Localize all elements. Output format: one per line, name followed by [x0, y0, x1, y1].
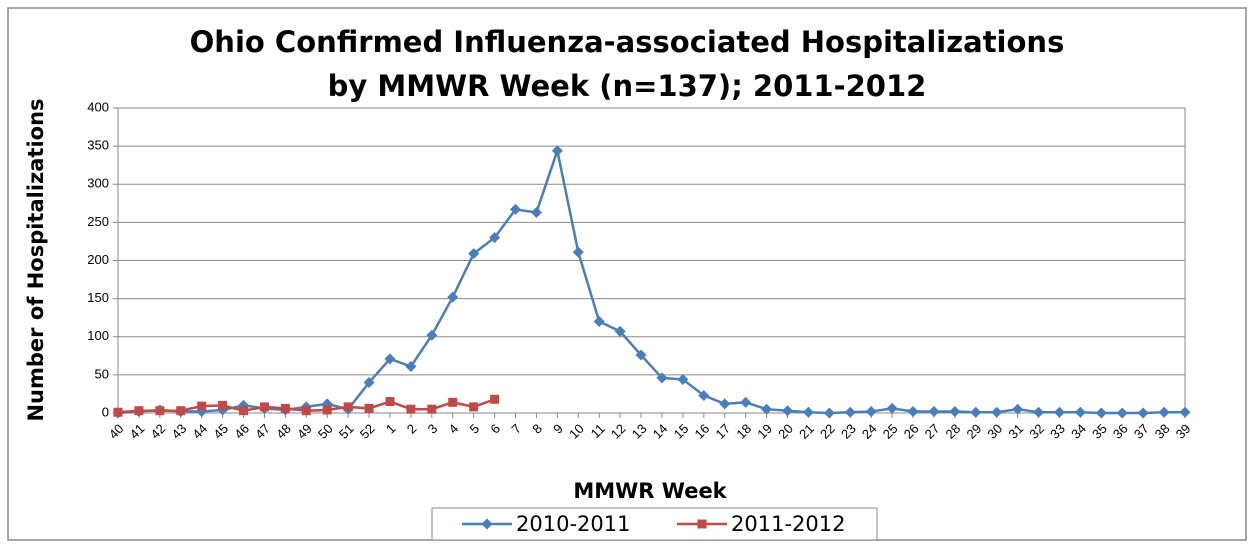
- y-tick-label: 300: [87, 176, 109, 191]
- data-point: [113, 407, 123, 417]
- data-point: [886, 402, 898, 414]
- data-point: [656, 372, 668, 384]
- y-tick-label: 350: [87, 138, 109, 153]
- data-point: [698, 389, 710, 401]
- data-point: [427, 404, 437, 414]
- data-point: [823, 407, 835, 419]
- y-tick-label: 400: [87, 99, 109, 114]
- legend-marker: [481, 518, 493, 530]
- data-point: [949, 405, 961, 417]
- data-point: [1116, 407, 1128, 419]
- legend-marker: [697, 519, 707, 529]
- data-point: [991, 406, 1003, 418]
- data-point: [218, 400, 228, 410]
- y-tick-label: 250: [87, 214, 109, 229]
- data-point: [448, 397, 458, 407]
- data-point: [614, 325, 626, 337]
- data-point: [155, 406, 165, 416]
- data-point: [1179, 406, 1191, 418]
- data-point: [907, 405, 919, 417]
- data-point: [510, 203, 522, 215]
- data-point: [572, 246, 584, 258]
- data-point: [301, 406, 311, 416]
- data-point: [865, 405, 877, 417]
- data-point: [490, 394, 500, 404]
- data-point: [761, 403, 773, 415]
- data-point: [364, 403, 374, 413]
- chart-border: [7, 7, 1247, 541]
- data-point: [134, 406, 144, 416]
- data-point: [343, 402, 353, 412]
- data-point: [259, 402, 269, 412]
- data-point: [197, 401, 207, 411]
- data-point: [802, 406, 814, 418]
- data-point: [551, 145, 563, 157]
- data-point: [385, 397, 395, 407]
- data-point: [1137, 407, 1149, 419]
- data-point: [469, 402, 479, 412]
- y-tick-label: 150: [87, 290, 109, 305]
- data-point: [280, 403, 290, 413]
- data-point: [176, 406, 186, 416]
- data-point: [1012, 403, 1024, 415]
- data-point: [405, 360, 417, 372]
- y-tick-label: 0: [102, 404, 109, 419]
- chart-title: Ohio Confirmed Influenza-associated Hosp…: [190, 25, 1065, 59]
- data-point: [406, 404, 416, 414]
- legend-label: 2010-2011: [516, 512, 630, 536]
- data-point: [1074, 406, 1086, 418]
- y-axis-title: Number of Hospitalizations: [24, 98, 48, 421]
- data-point: [426, 329, 438, 341]
- data-point: [322, 405, 332, 415]
- data-point: [719, 398, 731, 410]
- x-axis-title: MMWR Week: [573, 479, 727, 503]
- data-point: [677, 373, 689, 385]
- data-point: [928, 405, 940, 417]
- data-point: [530, 206, 542, 218]
- data-point: [635, 349, 647, 361]
- chart-title: by MMWR Week (n=137); 2011-2012: [328, 69, 927, 103]
- data-point: [239, 406, 249, 416]
- data-point: [489, 232, 501, 244]
- data-point: [1158, 406, 1170, 418]
- data-point: [1053, 406, 1065, 418]
- data-point: [740, 396, 752, 408]
- data-point: [970, 406, 982, 418]
- data-point: [1033, 406, 1045, 418]
- data-point: [1095, 407, 1107, 419]
- data-point: [447, 291, 459, 303]
- data-point: [363, 377, 375, 388]
- data-point: [384, 353, 396, 365]
- y-tick-label: 50: [95, 366, 109, 381]
- legend-label: 2011-2012: [731, 512, 845, 536]
- data-point: [781, 405, 793, 417]
- data-point: [593, 316, 605, 327]
- data-point: [468, 248, 480, 260]
- data-point: [844, 406, 856, 418]
- y-tick-label: 100: [87, 328, 109, 343]
- y-tick-label: 200: [87, 252, 109, 267]
